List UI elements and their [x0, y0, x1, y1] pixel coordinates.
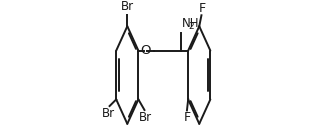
Text: Br: Br	[102, 107, 115, 120]
Text: Br: Br	[121, 0, 134, 13]
Text: NH: NH	[182, 17, 199, 30]
Text: F: F	[198, 2, 206, 15]
Text: F: F	[184, 111, 191, 124]
Text: O: O	[140, 44, 150, 57]
Text: 2: 2	[188, 22, 193, 31]
Text: Br: Br	[139, 111, 152, 124]
